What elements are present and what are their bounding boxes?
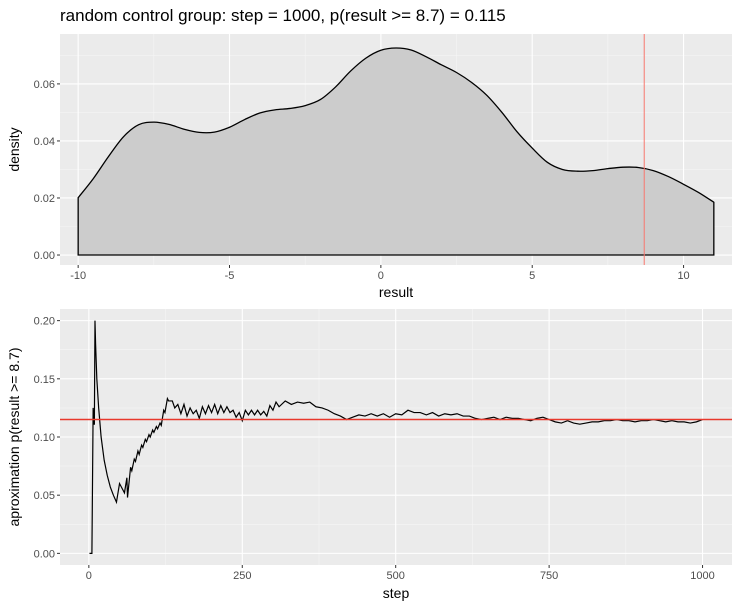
approximation-y-axis: 0.00 0.05 0.10 0.15 0.20 — [34, 316, 60, 560]
density-panel: -10 -5 0 5 10 0.00 0.02 0.04 0.06 result densit… — [6, 34, 732, 300]
x-tick-label: 500 — [387, 570, 405, 582]
approximation-gridlines — [60, 309, 732, 565]
chart-title: random control group: step = 1000, p(res… — [60, 6, 506, 25]
density-x-axis: -10 -5 0 5 10 — [70, 265, 690, 282]
y-tick-label: 0.20 — [34, 316, 55, 328]
y-tick-label: 0.00 — [34, 548, 55, 560]
x-tick-label: -10 — [70, 270, 86, 282]
y-tick-label: 0.00 — [34, 250, 55, 262]
density-y-axis: 0.00 0.02 0.04 0.06 — [34, 79, 60, 262]
approximation-y-axis-title: aproximation p(result >= 8.7) — [6, 348, 22, 527]
y-tick-label: 0.02 — [34, 193, 55, 205]
x-tick-label: 0 — [86, 570, 92, 582]
y-tick-label: 0.10 — [34, 432, 55, 444]
y-tick-label: 0.15 — [34, 374, 55, 386]
x-tick-label: 5 — [529, 270, 535, 282]
approximation-line — [89, 320, 703, 554]
approximation-x-axis-title: step — [383, 585, 410, 601]
y-tick-label: 0.05 — [34, 490, 55, 502]
density-x-axis-title: result — [379, 284, 413, 300]
y-tick-label: 0.04 — [34, 136, 55, 148]
x-tick-label: 1000 — [690, 570, 714, 582]
approximation-x-axis: 0 250 500 750 1000 — [86, 565, 715, 582]
x-tick-label: -5 — [225, 270, 235, 282]
density-curve — [77, 47, 715, 256]
density-area — [78, 47, 714, 256]
density-y-axis-title: density — [6, 127, 22, 171]
approximation-panel: 0 250 500 750 1000 0.00 0.05 0.10 0.15 0.20 step… — [6, 309, 732, 601]
x-tick-label: 10 — [677, 270, 689, 282]
y-tick-label: 0.06 — [34, 79, 55, 91]
x-tick-label: 250 — [233, 570, 251, 582]
x-tick-label: 750 — [540, 570, 558, 582]
x-tick-label: 0 — [378, 270, 384, 282]
